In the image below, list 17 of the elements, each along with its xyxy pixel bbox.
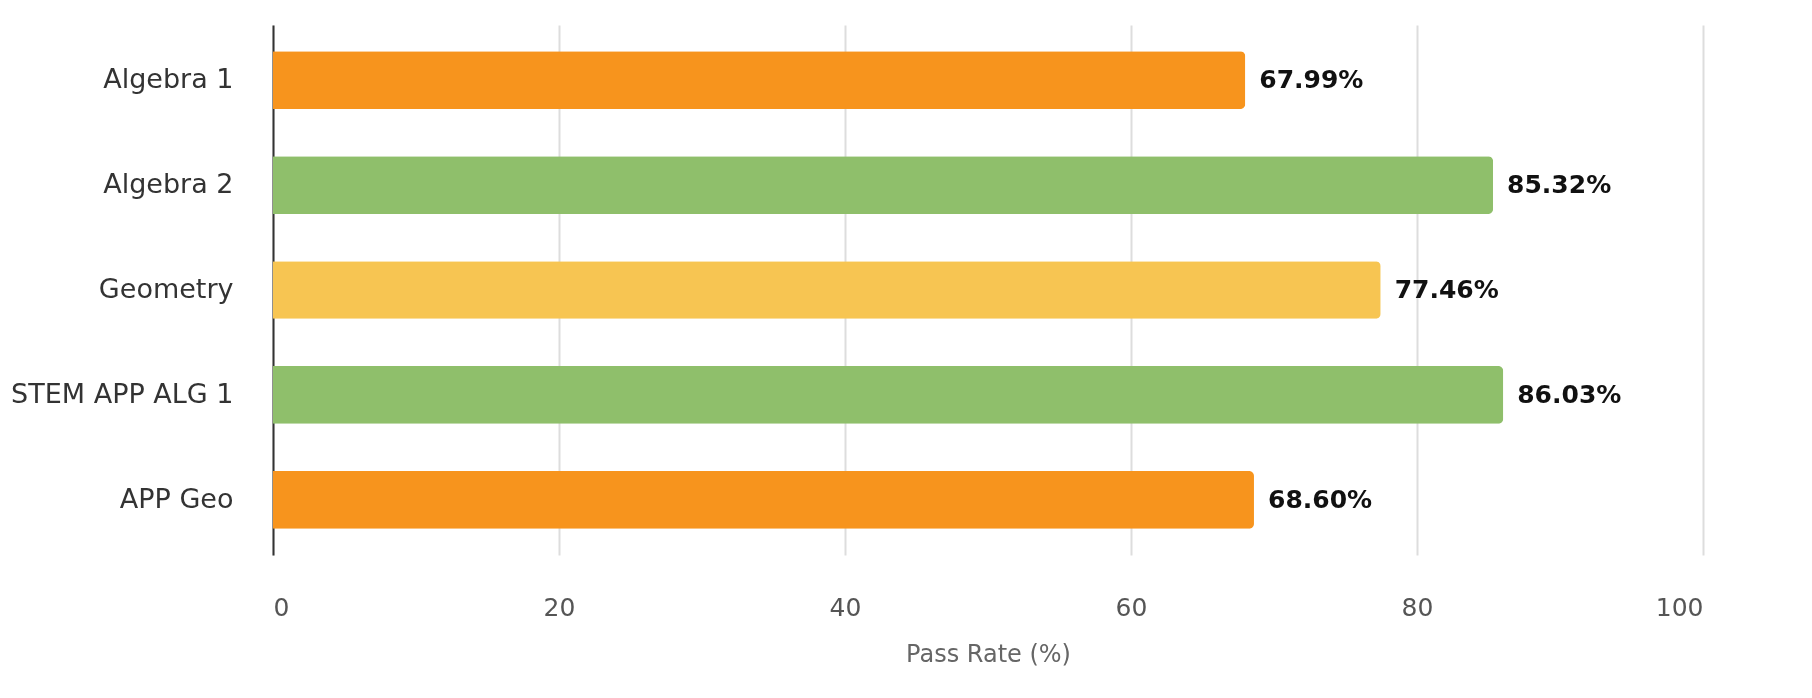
- y-tick-label: APP Geo: [119, 482, 234, 514]
- data-label: 68.60%: [1267, 484, 1373, 514]
- x-tick-label: 100: [1655, 592, 1704, 622]
- y-tick-label: Geometry: [98, 273, 234, 304]
- x-tick-label: 80: [1401, 592, 1434, 622]
- y-tick-label: Algebra 2: [103, 168, 234, 200]
- data-label: 77.46%: [1394, 275, 1499, 304]
- x-tick-label: 0: [273, 592, 290, 622]
- x-axis-title: Pass Rate (%): [906, 639, 1071, 668]
- x-tick-label: 60: [1115, 592, 1148, 622]
- x-tick-label: 40: [829, 592, 862, 622]
- y-tick-label: STEM APP ALG 1: [11, 377, 234, 409]
- y-tick-label: Algebra 1: [103, 63, 234, 95]
- data-label: 67.99%: [1259, 65, 1364, 95]
- data-label: 86.03%: [1517, 379, 1622, 409]
- data-label: 85.32%: [1507, 170, 1612, 200]
- x-tick-label: 20: [543, 592, 576, 622]
